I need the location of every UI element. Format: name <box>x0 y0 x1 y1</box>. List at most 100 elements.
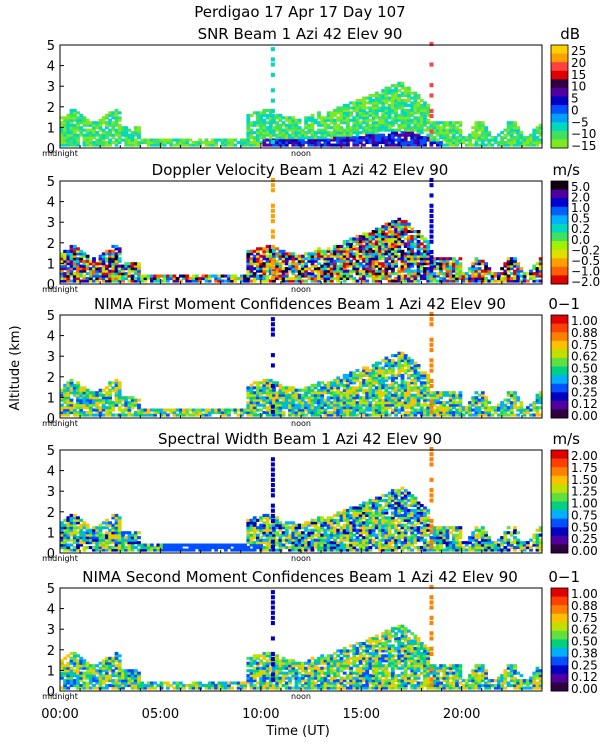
heatmap-cell <box>458 408 463 412</box>
heatmap-cell <box>371 103 376 107</box>
echo-streak <box>270 188 275 193</box>
heatmap-cell <box>391 91 395 95</box>
heatmap-cell <box>201 548 206 552</box>
heatmap-cell <box>166 141 170 145</box>
heatmap-cell <box>108 257 112 261</box>
heatmap-cell <box>509 408 514 412</box>
heatmap-cell <box>72 393 77 397</box>
heatmap-cell <box>220 411 225 415</box>
heatmap-cell <box>275 274 280 278</box>
heatmap-cell <box>291 252 296 256</box>
echo-streak <box>270 62 275 67</box>
heatmap-cell <box>358 108 363 112</box>
heatmap-cell <box>227 543 231 547</box>
heatmap-cell <box>423 398 427 402</box>
heatmap-cell <box>487 141 492 145</box>
heatmap-cell <box>352 396 357 400</box>
heatmap-cell <box>522 272 527 276</box>
heatmap-cell <box>76 401 80 405</box>
heatmap-cell <box>391 106 395 110</box>
heatmap-cell <box>294 143 299 147</box>
heatmap-cell <box>98 411 103 415</box>
heatmap-cell <box>262 272 267 276</box>
heatmap-cell <box>394 403 398 407</box>
heatmap-cell <box>256 269 260 273</box>
heatmap-cell <box>304 116 308 120</box>
heatmap-cell <box>362 277 366 281</box>
heatmap-cell <box>310 259 315 263</box>
heatmap-cell <box>268 516 273 520</box>
heatmap-cell <box>378 366 382 370</box>
heatmap-cell <box>471 403 476 407</box>
heatmap-cell <box>423 143 427 147</box>
heatmap-cell <box>291 538 296 542</box>
heatmap-cell <box>66 267 71 271</box>
heatmap-cell <box>239 277 244 281</box>
heatmap-cell <box>442 126 447 130</box>
heatmap-cell <box>394 143 398 147</box>
heatmap-cell <box>329 401 334 405</box>
heatmap-cell <box>252 531 257 535</box>
heatmap-cell <box>333 108 337 112</box>
heatmap-cell <box>423 381 427 385</box>
heatmap-cell <box>365 262 370 266</box>
heatmap-cell <box>268 386 273 390</box>
heatmap-cell <box>291 411 296 415</box>
heatmap-cell <box>397 247 402 251</box>
colorbar-label: 1.00 <box>571 314 598 328</box>
heatmap-cell <box>371 99 376 103</box>
heatmap-cell <box>108 264 112 268</box>
heatmap-cell <box>262 277 267 281</box>
heatmap-cell <box>362 232 366 236</box>
heatmap-cell <box>198 543 202 547</box>
heatmap-cell <box>95 138 100 142</box>
heatmap-cell <box>413 396 418 400</box>
heatmap-cell <box>455 403 459 407</box>
heatmap-cell <box>301 413 305 417</box>
heatmap-cell <box>121 411 125 415</box>
heatmap-cell <box>387 126 392 130</box>
heatmap-cell <box>416 94 421 98</box>
heatmap-cell <box>108 269 112 273</box>
colorbar-swatch <box>551 105 568 115</box>
heatmap-cell <box>391 131 395 135</box>
heatmap-cell <box>468 143 472 147</box>
heatmap-cell <box>362 103 366 107</box>
heatmap-cell <box>82 401 87 405</box>
heatmap-cell <box>272 396 276 400</box>
heatmap-cell <box>233 408 238 412</box>
heatmap-cell <box>249 408 254 412</box>
heatmap-cell <box>268 131 273 135</box>
heatmap-cell <box>117 546 122 550</box>
heatmap-cell <box>368 247 373 251</box>
heatmap-cell <box>259 113 263 117</box>
heatmap-cell <box>281 133 286 137</box>
heatmap-cell <box>400 351 405 355</box>
heatmap-cell <box>82 526 87 530</box>
heatmap-cell <box>92 398 96 402</box>
heatmap-cell <box>79 128 84 132</box>
heatmap-cell <box>301 131 305 135</box>
heatmap-cell <box>397 396 402 400</box>
heatmap-cell <box>249 272 254 276</box>
heatmap-cell <box>101 131 106 135</box>
heatmap-cell <box>63 272 67 276</box>
heatmap-cell <box>284 126 289 130</box>
heatmap-cell <box>391 96 395 100</box>
heatmap-cell <box>333 113 337 117</box>
heatmap-cell <box>317 131 321 135</box>
heatmap-cell <box>105 398 109 402</box>
heatmap-cell <box>468 136 472 140</box>
heatmap-cell <box>432 413 437 417</box>
heatmap-cell <box>85 136 90 140</box>
heatmap-cell <box>79 126 84 130</box>
heatmap-cell <box>278 269 283 273</box>
heatmap-cell <box>249 383 254 387</box>
heatmap-cell <box>416 123 421 127</box>
heatmap-cell <box>262 523 267 527</box>
heatmap-cell <box>509 279 514 283</box>
colorbar-swatch <box>551 139 568 149</box>
heatmap-cell <box>371 126 376 130</box>
heatmap-cell <box>233 274 238 278</box>
heatmap-cell <box>538 141 543 145</box>
